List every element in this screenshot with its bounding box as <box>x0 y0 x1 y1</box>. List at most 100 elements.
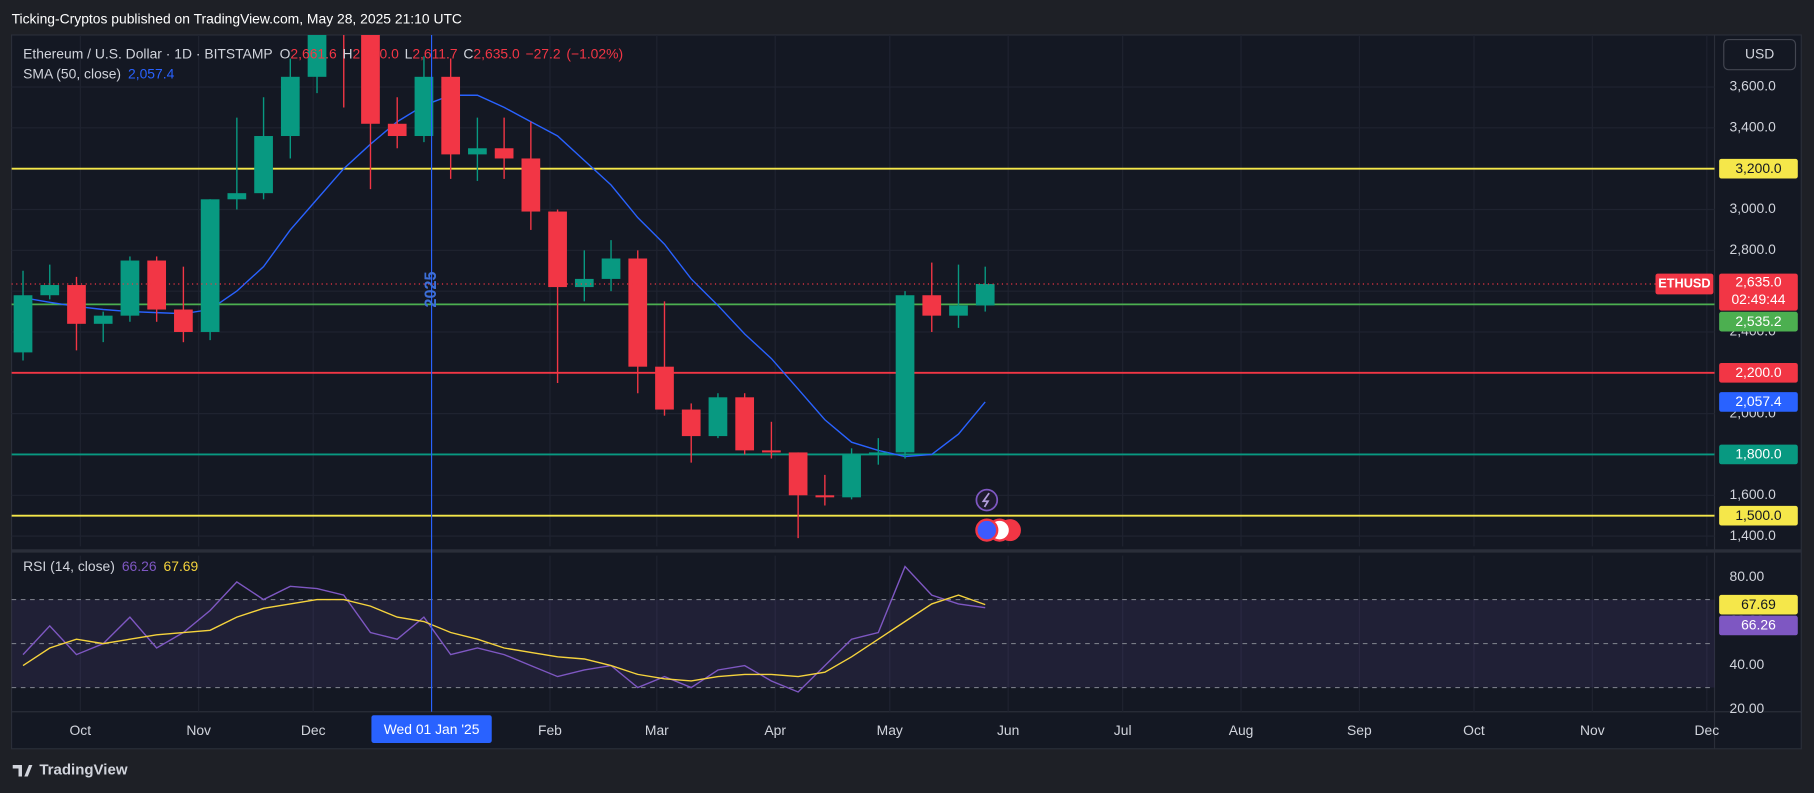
legend-change: −27.2 <box>525 45 560 61</box>
level-tag <box>1719 444 1798 465</box>
candle-body <box>601 258 621 279</box>
legend-ohlc-value: 2,690.0 <box>353 45 400 61</box>
legend-ohlc-value: 2,661.6 <box>290 45 337 61</box>
rsi-pane <box>11 565 1715 693</box>
candle-body <box>120 260 140 316</box>
y-tick-label: 40.00 <box>1730 656 1765 672</box>
candle-body <box>93 315 113 324</box>
sma-tag-label: 2,057.4 <box>1735 393 1782 409</box>
legend-change: (−1.02%) <box>566 45 623 61</box>
y-tick-label: 3,400.0 <box>1730 119 1777 135</box>
brand-logo <box>12 764 33 777</box>
candle-body <box>628 258 648 367</box>
crosshair-date-tag <box>371 715 492 743</box>
legend-ohlc-value: 2,635.0 <box>473 45 520 61</box>
level-tag <box>1719 158 1798 179</box>
x-tick-label: Dec <box>301 722 326 738</box>
candle-body <box>254 136 273 194</box>
currency-button[interactable] <box>1723 39 1797 71</box>
candle-body <box>735 397 755 451</box>
crosshair-date-label: Wed 01 Jan '25 <box>384 721 480 737</box>
candle-body <box>414 76 434 137</box>
currency-button-label[interactable]: USD <box>1745 45 1774 61</box>
x-tick-label: Aug <box>1229 722 1254 738</box>
x-tick-label: Oct <box>1463 722 1485 738</box>
event-icons <box>975 488 1021 542</box>
x-tick-label: Jul <box>1114 722 1132 738</box>
candle-body <box>548 211 567 288</box>
overlay: Oct Nov Dec Feb Mar Apr May Jun Jul Aug Sep Oct Nov D… <box>23 34 1798 743</box>
rsi-tag <box>1719 594 1798 615</box>
candle-body <box>174 309 193 332</box>
legend-sma: SMA (50, close) 2,057.4 <box>23 65 174 81</box>
candle-body <box>468 148 487 155</box>
x-tick-label: Nov <box>186 722 211 738</box>
legend: Ethereum / U.S. Dollar · 1D · BITSTAMP O2… <box>23 45 623 61</box>
candle-body <box>788 452 808 496</box>
legend-title: Ethereum / U.S. Dollar · 1D · BITSTAMP <box>23 45 273 61</box>
y-tick-label: 3,000.0 <box>1730 200 1777 216</box>
level-tag <box>1719 362 1798 383</box>
y-tick-label: 3,600.0 <box>1730 78 1777 94</box>
legend-rsi-value: 66.26 <box>122 558 157 574</box>
candle-body <box>975 284 995 306</box>
rsi-tag-label: 67.69 <box>1741 596 1776 612</box>
candle-body <box>67 285 86 324</box>
level-tag-label: 3,200.0 <box>1735 160 1782 176</box>
y-tick-label: 1,400.0 <box>1730 527 1777 543</box>
event-icon[interactable] <box>975 488 999 512</box>
price-tag-label: 2,635.0 <box>1735 274 1782 290</box>
candle-body <box>40 285 60 296</box>
x-tick-label: Feb <box>538 722 562 738</box>
candle-body <box>521 158 541 212</box>
candle-body <box>681 409 701 437</box>
candle-body <box>815 495 835 498</box>
x-tick-label: Mar <box>645 722 669 738</box>
legend-ohlc-key: C <box>463 45 473 61</box>
candle-body <box>387 123 407 137</box>
candle-body <box>307 34 327 77</box>
candle-body <box>227 193 247 200</box>
candle-body <box>494 148 514 159</box>
candle-body <box>708 397 728 437</box>
candle-body <box>361 34 380 124</box>
rsi-line <box>22 594 986 682</box>
x-tick-label: Dec <box>1695 722 1720 738</box>
candle-body <box>868 452 888 455</box>
x-tick-label: Jun <box>997 722 1019 738</box>
legend-ohlc-key: L <box>405 45 413 61</box>
candle-body <box>441 76 461 155</box>
sma-tag <box>1719 392 1798 412</box>
publisher-line: Ticking-Cryptos published on TradingView… <box>12 11 462 27</box>
legend-ohlc-key: O <box>280 45 291 61</box>
event-icon[interactable] <box>975 518 999 542</box>
legend-rsi: RSI (14, close) 66.26 67.69 <box>23 558 198 574</box>
x-tick-label: May <box>877 722 903 738</box>
candle-body <box>922 295 942 316</box>
legend-sma-name: SMA (50, close) <box>23 65 121 81</box>
level-tag-label: 2,200.0 <box>1735 364 1782 380</box>
symbol-tag-label: ETHUSD <box>1658 275 1710 290</box>
legend-sma-value: 2,057.4 <box>128 65 175 81</box>
candle-body <box>895 295 915 453</box>
candle-body <box>280 76 300 137</box>
level-tag <box>1719 311 1798 332</box>
year-marker: 2025 <box>422 271 440 307</box>
legend-ohlc-value: 2,611.7 <box>412 45 458 61</box>
level-tag-label: 2,535.2 <box>1735 313 1782 329</box>
candle-body <box>13 295 33 353</box>
level-tag-label: 1,500.0 <box>1735 507 1782 523</box>
candle-body <box>762 450 781 453</box>
candle-body <box>574 278 594 288</box>
symbol-tag <box>1655 273 1714 295</box>
y-tick-label: 20.00 <box>1730 700 1765 716</box>
legend-rsi-value: 67.69 <box>164 558 199 574</box>
level-tag <box>1719 505 1798 526</box>
legend-ohlc-key: H <box>343 45 353 61</box>
legend-rsi-name: RSI (14, close) <box>23 558 115 574</box>
rsi-tag-label: 66.26 <box>1741 617 1776 633</box>
x-tick-label: Oct <box>70 722 92 738</box>
y-tick-label: 2,800.0 <box>1730 241 1777 257</box>
